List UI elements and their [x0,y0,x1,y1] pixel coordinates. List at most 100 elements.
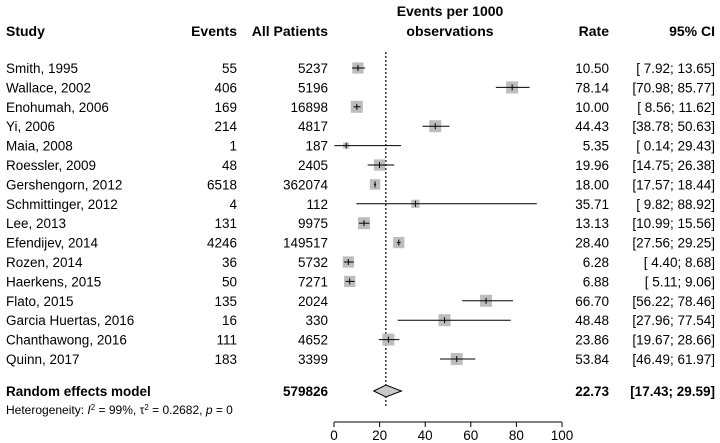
study-name: Enohumah, 2006 [6,100,109,115]
header-rate: Rate [579,23,610,39]
plot-area: 0 20 40 60 80 100 [330,52,573,443]
study-name: Flato, 2015 [6,294,74,309]
study-name: Gershengorn, 2012 [6,177,122,192]
study-ci: [14.75; 26.38] [632,158,715,173]
study-patients: 4817 [298,119,328,134]
study-rate: 66.70 [575,294,609,309]
study-name: Smith, 1995 [6,61,78,76]
study-name: Lee, 2013 [6,216,66,231]
x-tick-label: 0 [330,428,338,443]
study-patients: 2024 [298,294,329,309]
study-name: Roessler, 2009 [6,158,96,173]
study-name: Quinn, 2017 [6,352,80,367]
study-rate: 6.28 [583,255,609,270]
study-ci: [19.67; 28.66] [632,333,715,348]
study-ci: [ 0.14; 29.43] [636,139,715,154]
study-rate: 28.40 [575,236,609,251]
study-patients: 9975 [298,216,328,231]
study-events: 406 [214,80,237,95]
x-tick-label: 40 [418,428,433,443]
study-events: 111 [216,333,237,348]
header-ci: 95% CI [669,23,715,39]
study-events: 131 [214,216,237,231]
study-name: Efendijev, 2014 [6,236,99,251]
study-rate: 5.35 [583,139,609,154]
study-ci: [17.57; 18.44] [632,177,715,192]
study-events: 4246 [207,236,237,251]
study-name: Haerkens, 2015 [6,274,101,289]
study-ci: [ 4.40; 8.68] [644,255,715,270]
study-rate: 23.86 [575,333,609,348]
study-ci: [56.22; 78.46] [632,294,715,309]
study-events: 6518 [207,177,237,192]
study-ci: [ 9.82; 88.92] [636,197,715,212]
study-patients: 187 [305,139,328,154]
study-ci: [ 8.56; 11.62] [637,100,715,115]
study-events: 169 [214,100,237,115]
study-patients: 5196 [298,80,328,95]
study-rows: Smith, 1995 55 5237 10.50 [ 7.92; 13.65] Wall… [6,61,715,367]
header-events: Events [191,23,237,39]
study-name: Wallace, 2002 [6,80,91,95]
study-events: 36 [222,255,237,270]
study-name: Chanthawong, 2016 [6,333,127,348]
plot-title-line2: observations [406,23,493,39]
study-ci: [ 7.92; 13.65] [636,61,715,76]
pooled-diamond [372,384,403,398]
plot-title-line1: Events per 1000 [397,3,504,19]
study-patients: 4652 [298,333,328,348]
study-ci: [27.56; 29.25] [632,236,715,251]
summary-ci: [17.43; 29.59] [630,384,715,399]
study-events: 135 [214,294,237,309]
study-patients: 7271 [298,274,328,289]
header-study: Study [6,23,45,39]
x-tick-label: 20 [372,428,387,443]
study-rate: 44.43 [575,119,609,134]
study-patients: 16898 [290,100,328,115]
study-ci: [70.98; 85.77] [632,80,715,95]
x-tick-label: 100 [551,428,574,443]
summary-rate: 22.73 [575,384,609,399]
summary-label: Random effects model [6,384,151,399]
study-ci: [46.49; 61.97] [632,352,715,367]
study-rate: 53.84 [575,352,609,367]
study-events: 4 [229,197,237,212]
study-rate: 13.13 [575,216,609,231]
x-tick-label: 80 [509,428,524,443]
study-patients: 2405 [298,158,328,173]
study-rate: 6.88 [583,274,609,289]
study-patients: 330 [305,313,328,328]
study-name: Schmittinger, 2012 [6,197,118,212]
study-ci: [38.78; 50.63] [632,119,715,134]
study-rate: 18.00 [575,177,609,192]
study-name: Rozen, 2014 [6,255,83,270]
study-name: Maia, 2008 [6,139,73,154]
study-events: 214 [214,119,237,134]
study-events: 1 [229,139,237,154]
study-events: 183 [214,352,237,367]
study-name: Yi, 2006 [6,119,55,134]
study-events: 48 [222,158,237,173]
study-events: 50 [222,274,237,289]
study-patients: 362074 [283,177,329,192]
study-patients: 5237 [298,61,328,76]
study-patients: 112 [306,197,328,212]
study-rate: 19.96 [575,158,609,173]
study-rate: 78.14 [575,80,609,95]
study-events: 16 [222,313,237,328]
summary-patients: 579826 [283,384,329,399]
study-events: 55 [222,61,237,76]
study-patients: 5732 [298,255,328,270]
study-rate: 48.48 [575,313,609,328]
study-patients: 3399 [298,352,328,367]
study-ci: [27.96; 77.54] [632,313,715,328]
study-rate: 35.71 [575,197,609,212]
study-ci: [ 5.11; 9.06] [645,274,715,289]
study-rate: 10.00 [575,100,609,115]
heterogeneity-text: Heterogeneity: I2 = 99%, τ2 = 0.2682, p … [6,403,233,418]
x-tick-label: 60 [463,428,478,443]
study-rate: 10.50 [575,61,609,76]
study-name: Garcia Huertas, 2016 [6,313,134,328]
header-patients: All Patients [252,23,328,39]
